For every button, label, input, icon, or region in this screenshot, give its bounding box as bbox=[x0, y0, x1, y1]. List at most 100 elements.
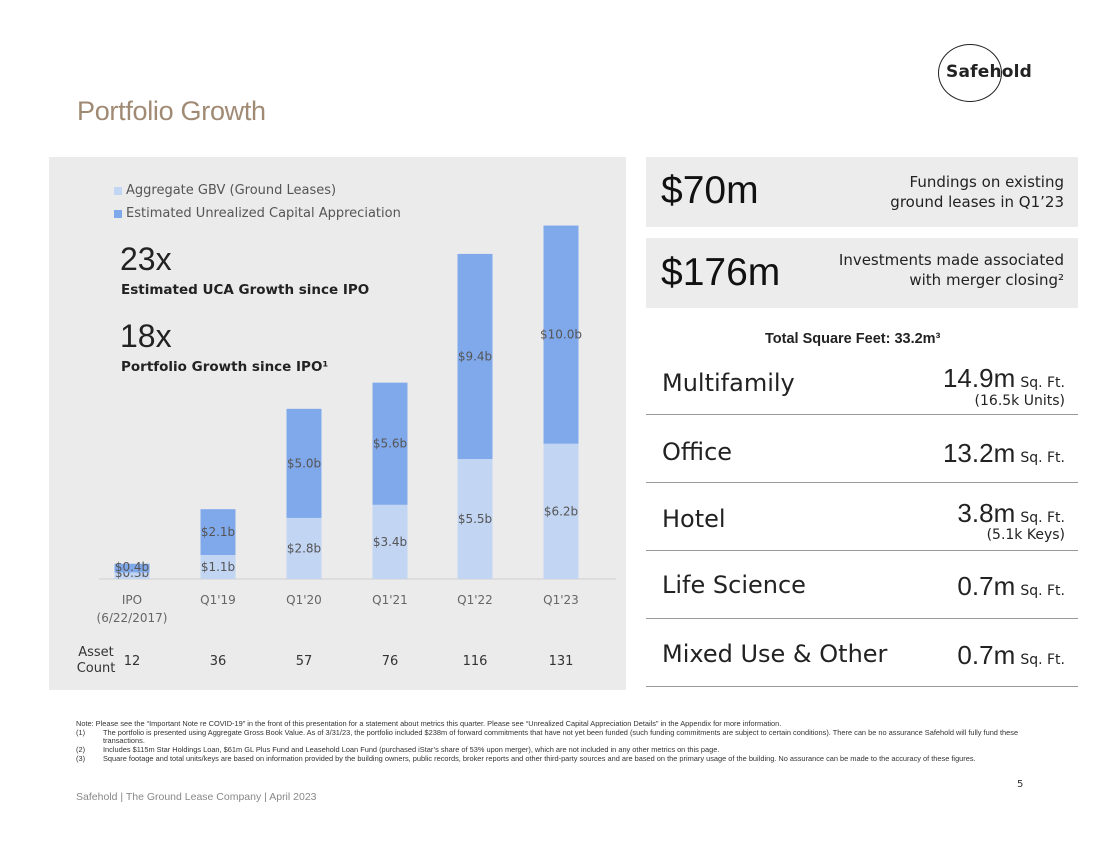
investments-caption-line1: Investments made associated bbox=[838, 251, 1064, 269]
row-label-hotel: Hotel bbox=[662, 505, 726, 533]
data-label: $6.2b bbox=[544, 504, 578, 518]
asset-count-value: 76 bbox=[381, 654, 399, 669]
asset-count-value: 131 bbox=[548, 654, 574, 669]
row-value-unit: Sq. Ft. bbox=[1020, 583, 1065, 599]
logo-circle bbox=[938, 44, 1002, 102]
footnote-text: The portfolio is presented using Aggrega… bbox=[103, 727, 1019, 746]
row-value-life-science: 0.7m Sq. Ft. bbox=[957, 571, 1065, 602]
uca-growth-caption: Estimated UCA Growth since IPO bbox=[121, 282, 370, 298]
uca-growth-value: 23x bbox=[120, 241, 172, 277]
row-label-office: Office bbox=[662, 438, 733, 466]
fundings-caption: Fundings on existing ground leases in Q1… bbox=[890, 172, 1064, 212]
footnote-2: (2) Includes $115m Star Holdings Loan, $6… bbox=[76, 745, 1026, 755]
fundings-value: $70m bbox=[661, 169, 759, 212]
row-divider bbox=[646, 618, 1078, 619]
data-label: $9.4b bbox=[458, 349, 492, 363]
legend-item-uca: Estimated Unrealized Capital Appreciatio… bbox=[114, 206, 401, 221]
footnote-text: Please see the “Important Note re COVID-… bbox=[95, 719, 782, 728]
x-tick-label: Q1'22 bbox=[457, 593, 493, 607]
row-divider bbox=[646, 414, 1078, 415]
footnote-mark: (3) bbox=[76, 753, 86, 763]
page-title: Portfolio Growth bbox=[77, 96, 266, 126]
bar-segment-uca bbox=[114, 563, 150, 573]
bar-segment-gbv bbox=[200, 555, 236, 579]
row-value-office: 13.2m Sq. Ft. bbox=[943, 438, 1065, 469]
data-label: $5.5b bbox=[458, 512, 492, 526]
data-label: $1.1b bbox=[201, 560, 235, 574]
row-value-num: 0.7m bbox=[957, 571, 1016, 601]
row-value-unit: Sq. Ft. bbox=[1020, 450, 1065, 466]
x-tick-label: Q1'23 bbox=[543, 593, 579, 607]
x-tick-label: (6/22/2017) bbox=[97, 611, 168, 625]
legend-label-uca: Estimated Unrealized Capital Appreciatio… bbox=[126, 206, 401, 221]
bar-segment-uca bbox=[286, 408, 322, 518]
asset-count-value: 12 bbox=[123, 654, 141, 669]
asset-count-value: 116 bbox=[462, 654, 488, 669]
row-value-num: 14.9m bbox=[942, 363, 1016, 393]
bar-segment-gbv bbox=[543, 443, 579, 579]
bar-segment-gbv bbox=[372, 504, 408, 579]
legend-swatch-uca bbox=[114, 209, 122, 218]
data-label: $2.1b bbox=[201, 525, 235, 539]
row-value-num: 0.7m bbox=[957, 640, 1016, 670]
footnote-mark: Note: bbox=[76, 719, 94, 728]
row-divider bbox=[646, 686, 1078, 687]
data-label: $2.8b bbox=[287, 541, 321, 555]
investments-caption: Investments made associated with merger … bbox=[839, 250, 1064, 290]
x-tick-label: Q1'19 bbox=[200, 593, 236, 607]
row-sub-multifamily: (16.5k Units) bbox=[974, 393, 1065, 409]
investments-caption-line2: with merger closing² bbox=[909, 271, 1064, 289]
portfolio-growth-value: 18x bbox=[120, 318, 172, 354]
chart-panel: Aggregate GBV (Ground Leases) Estimated … bbox=[49, 157, 626, 690]
row-value-unit: Sq. Ft. bbox=[1020, 375, 1065, 391]
row-divider bbox=[646, 550, 1078, 551]
row-label-life-science: Life Science bbox=[662, 571, 806, 599]
data-label: $0.4b bbox=[115, 560, 149, 574]
footnote-mark: (2) bbox=[76, 745, 86, 755]
fundings-box: $70m Fundings on existing ground leases … bbox=[646, 157, 1078, 227]
x-tick-label: Q1'20 bbox=[286, 593, 322, 607]
stacked-bar-chart: $0.3b$0.4bIPO(6/22/2017)$1.1b$2.1bQ1'19$… bbox=[97, 225, 616, 625]
x-tick-label: IPO bbox=[122, 593, 142, 607]
bar-segment-gbv bbox=[457, 459, 493, 579]
row-divider bbox=[646, 482, 1078, 483]
legend-item-gbv: Aggregate GBV (Ground Leases) bbox=[114, 183, 336, 198]
bar-segment-uca bbox=[372, 382, 408, 505]
legend-label-gbv: Aggregate GBV (Ground Leases) bbox=[126, 183, 337, 198]
bar-segment-uca bbox=[457, 253, 493, 459]
footnote-1: (1) The portfolio is presented using Aggr… bbox=[76, 727, 1026, 746]
investments-box: $176m Investments made associated with m… bbox=[646, 238, 1078, 308]
footnotes: Note: Please see the “Important Note re C… bbox=[76, 719, 1026, 764]
fundings-caption-line1: Fundings on existing bbox=[909, 173, 1064, 191]
footnote-text: Square footage and total units/keys are … bbox=[103, 753, 976, 763]
footnote-text: Includes $115m Star Holdings Loan, $61m … bbox=[103, 745, 720, 755]
bar-segment-uca bbox=[543, 225, 579, 444]
page-number: 5 bbox=[1017, 779, 1024, 790]
portfolio-growth-caption: Portfolio Growth since IPO¹ bbox=[121, 359, 329, 375]
data-label: $5.6b bbox=[373, 437, 407, 451]
total-square-feet: Total Square Feet: 33.2m³ bbox=[765, 331, 941, 347]
footnote-note: Note: Please see the “Important Note re C… bbox=[76, 719, 1026, 729]
row-value-num: 3.8m bbox=[957, 498, 1016, 528]
row-label-multifamily: Multifamily bbox=[662, 369, 795, 397]
asset-count-label: Asset Count bbox=[76, 645, 116, 676]
data-label: $3.4b bbox=[373, 535, 407, 549]
row-value-unit: Sq. Ft. bbox=[1020, 652, 1065, 668]
footnote-mark: (1) bbox=[76, 727, 86, 737]
x-tick-label: Q1'21 bbox=[372, 593, 408, 607]
row-value-mixed-use: 0.7m Sq. Ft. bbox=[957, 640, 1065, 671]
asset-count-value: 36 bbox=[209, 654, 227, 669]
investments-value: $176m bbox=[661, 251, 781, 294]
fundings-caption-line2: ground leases in Q1’23 bbox=[890, 193, 1064, 211]
footer-text: Safehold | The Ground Lease Company | Ap… bbox=[76, 791, 317, 803]
bar-segment-gbv bbox=[114, 572, 150, 579]
bar-segment-gbv bbox=[286, 517, 322, 579]
footnote-3: (3) Square footage and total units/keys a… bbox=[76, 753, 1026, 764]
row-value-unit: Sq. Ft. bbox=[1020, 510, 1065, 526]
row-value-num: 13.2m bbox=[942, 438, 1016, 468]
data-label: $10.0b bbox=[540, 328, 582, 342]
bar-segment-uca bbox=[200, 509, 236, 555]
row-value-hotel: 3.8m Sq. Ft. bbox=[957, 498, 1065, 529]
asset-count-value: 57 bbox=[295, 654, 313, 669]
data-label: $5.0b bbox=[287, 456, 321, 470]
